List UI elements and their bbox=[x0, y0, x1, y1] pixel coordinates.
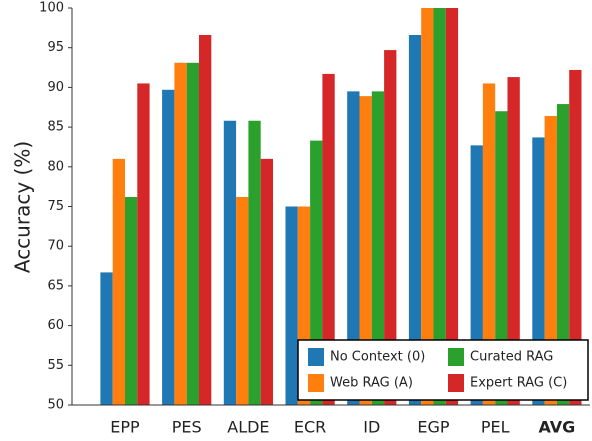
x-tick-label: EPP bbox=[110, 418, 140, 437]
bar bbox=[532, 137, 545, 405]
bar bbox=[285, 206, 298, 405]
x-tick-label: PEL bbox=[481, 418, 510, 437]
bar bbox=[199, 34, 212, 405]
bar bbox=[162, 89, 175, 406]
legend-swatch bbox=[448, 374, 464, 392]
y-tick-label: 90 bbox=[47, 80, 64, 95]
bar bbox=[482, 83, 496, 406]
legend-swatch bbox=[308, 348, 324, 366]
bar bbox=[569, 69, 582, 405]
x-tick-label: ID bbox=[363, 418, 380, 437]
bar bbox=[260, 158, 273, 405]
x-tick-label: PES bbox=[172, 418, 202, 437]
bar bbox=[100, 272, 113, 405]
bar bbox=[495, 111, 508, 405]
bar bbox=[421, 8, 434, 405]
bar bbox=[347, 91, 360, 406]
y-tick-label: 80 bbox=[47, 159, 64, 174]
bar bbox=[433, 8, 446, 405]
bar bbox=[371, 91, 385, 406]
y-tick-label: 75 bbox=[47, 199, 64, 214]
y-tick-label: 100 bbox=[39, 1, 64, 16]
x-tick-label: ECR bbox=[294, 418, 326, 437]
bar bbox=[322, 73, 335, 405]
legend-label: Web RAG (A) bbox=[330, 376, 413, 391]
y-axis-label: Accuracy (%) bbox=[11, 141, 35, 273]
y-tick-label: 70 bbox=[47, 239, 64, 254]
bar bbox=[384, 50, 397, 405]
legend-label: No Context (0) bbox=[330, 350, 425, 365]
x-tick-label: AVG bbox=[538, 418, 575, 437]
legend-swatch bbox=[308, 374, 324, 392]
y-tick-label: 50 bbox=[47, 398, 64, 413]
y-tick-label: 55 bbox=[47, 358, 64, 373]
bar bbox=[112, 158, 125, 405]
bar bbox=[236, 196, 249, 405]
x-tick-label: EGP bbox=[417, 418, 450, 437]
legend-swatch bbox=[448, 348, 464, 366]
bar bbox=[310, 140, 323, 405]
legend-label: Expert RAG (C) bbox=[470, 376, 567, 391]
bar bbox=[544, 115, 557, 405]
x-tick-label: ALDE bbox=[227, 418, 269, 437]
bar bbox=[408, 34, 422, 405]
y-tick-label: 95 bbox=[47, 40, 64, 55]
bar bbox=[556, 104, 570, 405]
y-tick-label: 85 bbox=[47, 120, 64, 135]
y-tick-label: 60 bbox=[47, 318, 64, 333]
bar bbox=[507, 77, 520, 405]
bar bbox=[248, 120, 261, 406]
bar bbox=[223, 120, 237, 406]
bar bbox=[186, 62, 199, 405]
bar bbox=[137, 83, 150, 406]
bar bbox=[174, 62, 187, 405]
legend-label: Curated RAG bbox=[470, 350, 553, 365]
bar bbox=[445, 8, 459, 405]
bar bbox=[125, 196, 138, 405]
y-tick-label: 65 bbox=[47, 278, 64, 293]
legend-box bbox=[297, 339, 589, 401]
bar bbox=[359, 96, 372, 405]
